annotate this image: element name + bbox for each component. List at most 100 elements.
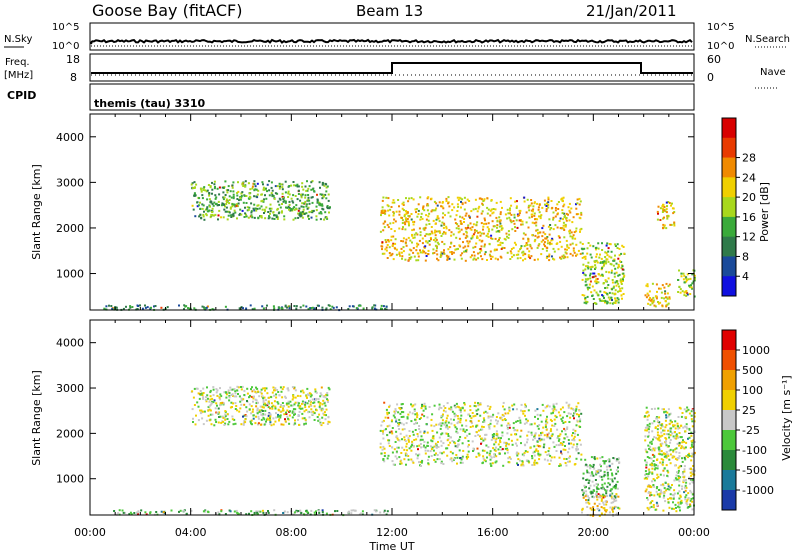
power-cell [663,224,666,227]
power-cell [434,222,437,225]
velocity-cell [545,418,548,421]
power-cell [483,245,486,248]
power-cell [693,276,696,279]
velocity-cell [199,390,202,392]
power-cell [496,224,499,227]
velocity-cell [286,387,289,390]
velocity-cell [678,441,681,444]
power-cell [559,217,562,220]
power-cell [531,221,534,224]
velocity-cell [441,432,444,435]
velocity-cell [582,477,585,480]
velocity-cell [410,458,413,461]
velocity-cell [269,417,271,419]
velocity-panel-frame [89,319,695,516]
velocity-cell [599,457,602,460]
velocity-cell [679,407,682,410]
velocity-cell [424,407,427,410]
power-cell [425,233,428,236]
power-cell [220,204,223,207]
power-cell [538,215,540,218]
velocity-cell [646,477,649,480]
velocity-cell [615,483,618,486]
power-cell [563,216,566,219]
power-cell [509,258,512,260]
velocity-cell [500,424,503,427]
power-cell [211,308,214,311]
velocity-cell [566,426,569,429]
power-cell [537,206,540,209]
velocity-cell [263,387,266,390]
velocity-cell [455,427,458,430]
velocity-cell [558,438,561,441]
velocity-cell [405,434,408,437]
velocity-cell [650,440,653,443]
velocity-cell [669,441,672,444]
power-cell [306,207,309,210]
velocity-cell [682,426,685,429]
power-cell [478,197,481,200]
power-cell [589,280,592,283]
power-cell [265,197,268,200]
power-cell [307,206,310,209]
power-cell [424,252,427,255]
velocity-cell [421,413,424,416]
velocity-cell [272,417,275,420]
power-cell [443,243,446,246]
velocity-cell [536,425,539,428]
power-cell [522,232,525,235]
power-cell [606,254,609,257]
velocity-cell [689,471,692,474]
velocity-cell [660,431,663,434]
velocity-cell [590,465,593,468]
power-cell [462,233,465,236]
velocity-cell [276,401,279,404]
velocity-cell [514,429,516,431]
power-cell [228,202,231,205]
velocity-cell [255,402,258,405]
velocity-cell [551,407,554,410]
velocity-cell [616,487,619,490]
velocity-cell [487,424,490,427]
power-cell [425,223,428,226]
power-cell [281,192,284,195]
velocity-cell [664,500,667,503]
velocity-cell [669,427,672,430]
velocity-cell [678,480,681,483]
power-cell [198,215,201,218]
velocity-cell [445,417,448,420]
power-cell [507,230,510,233]
velocity-cell [257,415,260,418]
velocity-cell [240,399,243,402]
velocity-cell [507,422,510,425]
power-cell [115,306,118,309]
velocity-cell [321,416,324,419]
power-cell [313,307,316,310]
power-cell [467,245,470,248]
velocity-cell [657,420,659,423]
power-cell [322,208,325,211]
velocity-cell [520,403,523,406]
power-cell [618,273,621,276]
power-cell [581,256,584,259]
velocity-cell [195,414,197,417]
power-cell [668,283,671,286]
velocity-cell [199,412,202,415]
power-cell [649,299,652,302]
power-cell [512,254,515,257]
velocity-cell [566,415,569,418]
velocity-cell [274,420,277,423]
velocity-cell [684,430,687,433]
power-cell [602,282,605,284]
power-cell [457,231,460,234]
power-cell [398,213,401,216]
power-cell [311,306,314,309]
power-cell [607,284,610,286]
velocity-cell [519,435,522,438]
velocity-cell [679,476,682,479]
power-cell [565,212,568,215]
velocity-cell [439,423,442,426]
power-cell [530,199,533,201]
velocity-cell [473,404,476,407]
velocity-cell [113,510,116,512]
